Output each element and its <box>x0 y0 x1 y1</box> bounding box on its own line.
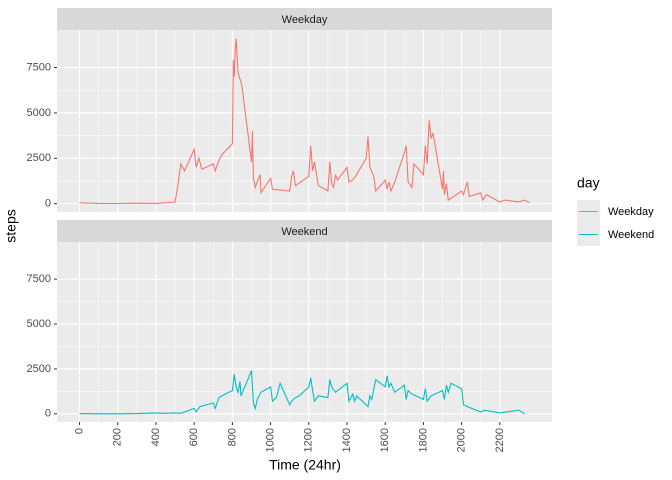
x-tick-label: 1600 <box>379 428 391 452</box>
facet-label: Weekend <box>281 226 327 238</box>
facet-label: Weekday <box>282 14 328 26</box>
y-tick-label: 5000 <box>27 318 51 330</box>
data-line <box>79 370 525 415</box>
x-tick-label: 0 <box>73 428 85 434</box>
facet-strip <box>57 8 552 30</box>
x-tick-label: 1200 <box>303 428 315 452</box>
x-tick-label: 400 <box>150 428 162 446</box>
y-tick-label: 7500 <box>27 61 51 73</box>
x-tick-label: 800 <box>226 428 238 446</box>
legend-label: Weekday <box>608 206 654 218</box>
y-axis-title: steps <box>3 209 19 242</box>
x-axis-title: Time (24hr) <box>269 457 341 473</box>
x-tick-label: 2200 <box>494 428 506 452</box>
y-tick-label: 0 <box>45 198 51 210</box>
x-tick-label: 1000 <box>264 428 276 452</box>
x-tick-label: 200 <box>112 428 124 446</box>
y-tick-label: 7500 <box>27 273 51 285</box>
x-tick-label: 600 <box>188 428 200 446</box>
legend-title: day <box>577 175 600 191</box>
x-tick-label: 2000 <box>456 428 468 452</box>
y-tick-label: 5000 <box>27 107 51 119</box>
panel <box>57 30 552 212</box>
facet-strip <box>57 220 552 242</box>
data-line <box>79 38 530 205</box>
y-tick-label: 2500 <box>27 363 51 375</box>
y-tick-label: 0 <box>45 408 51 420</box>
legend-label: Weekend <box>608 229 654 241</box>
x-tick-label: 1400 <box>341 428 353 452</box>
panel <box>57 242 552 422</box>
y-tick-label: 2500 <box>27 152 51 164</box>
x-tick-label: 1800 <box>417 428 429 452</box>
